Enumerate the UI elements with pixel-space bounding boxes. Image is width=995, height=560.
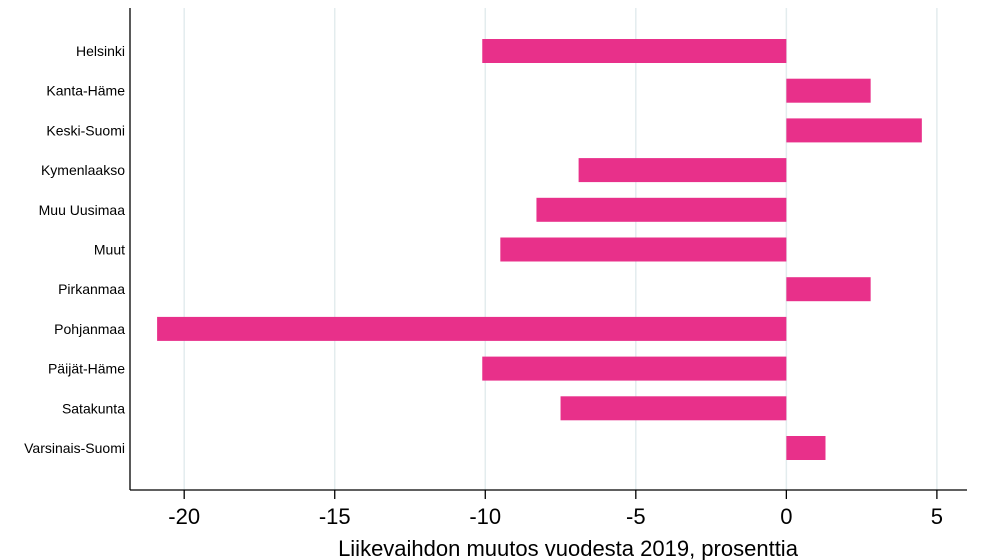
x-tick-label: -20 bbox=[168, 504, 200, 529]
bar bbox=[482, 39, 787, 63]
bar bbox=[786, 436, 826, 460]
bar bbox=[786, 118, 922, 143]
bar bbox=[560, 396, 787, 421]
x-tick-label: 0 bbox=[780, 504, 792, 529]
category-label: Varsinais-Suomi bbox=[24, 440, 125, 456]
category-label: Helsinki bbox=[76, 43, 125, 59]
bar bbox=[500, 237, 787, 262]
category-label: Muut bbox=[94, 242, 125, 258]
bar bbox=[482, 356, 787, 381]
category-label: Kanta-Häme bbox=[46, 83, 125, 99]
category-label: Kymenlaakso bbox=[41, 162, 125, 178]
category-labels: Helsinki Kanta-Häme Keski-Suomi Kymenlaakso… bbox=[24, 43, 125, 456]
x-ticks: -20 -15 -10 -5 0 5 bbox=[168, 490, 943, 529]
category-label: Muu Uusimaa bbox=[39, 202, 126, 218]
x-tick-label: -10 bbox=[469, 504, 501, 529]
category-label: Pohjanmaa bbox=[54, 321, 125, 337]
x-axis-title: Liikevaihdon muutos vuodesta 2019, prose… bbox=[338, 536, 799, 560]
bars bbox=[157, 39, 922, 460]
category-label: Satakunta bbox=[62, 400, 125, 416]
bar bbox=[786, 277, 871, 302]
x-tick-label: 5 bbox=[931, 504, 943, 529]
bar bbox=[157, 316, 787, 341]
bar bbox=[578, 158, 787, 183]
bar bbox=[786, 78, 871, 103]
x-tick-label: -15 bbox=[319, 504, 351, 529]
category-label: Pirkanmaa bbox=[58, 281, 125, 297]
category-label: Päijät-Häme bbox=[48, 361, 125, 377]
bar bbox=[536, 197, 787, 222]
x-tick-label: -5 bbox=[626, 504, 646, 529]
category-label: Keski-Suomi bbox=[46, 122, 125, 138]
